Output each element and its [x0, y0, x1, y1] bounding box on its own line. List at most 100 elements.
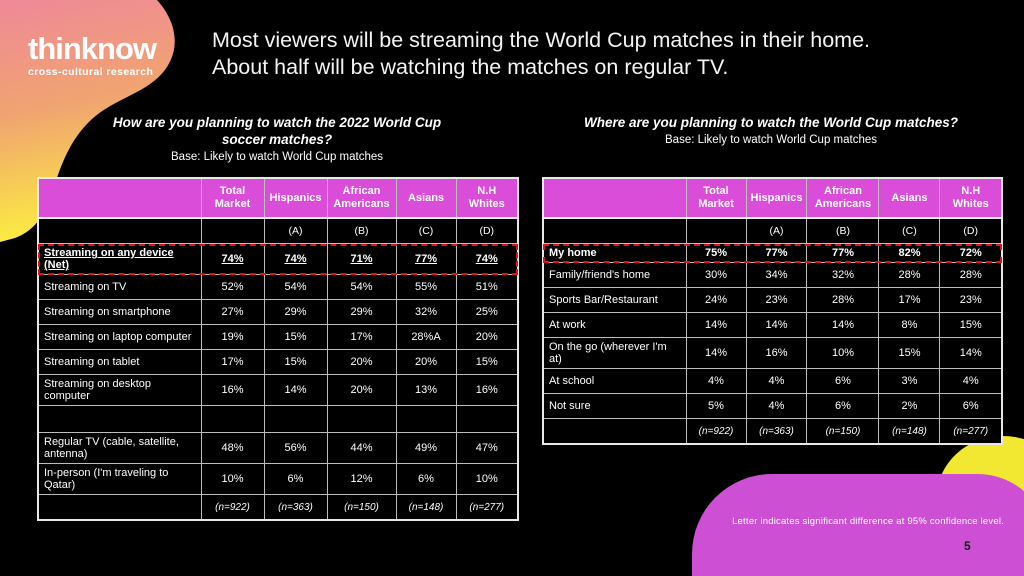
value-cell: 28%: [878, 262, 941, 288]
logo: thinknow cross-cultural research: [28, 33, 157, 78]
slide-title: Most viewers will be streaming the World…: [212, 27, 870, 81]
column-letters-row: (A) (B) (C) (D): [542, 217, 1003, 244]
column-letter-cell: (C): [395, 217, 457, 244]
value-cell: 17%: [878, 287, 941, 313]
value-cell: 15%: [263, 324, 328, 350]
table-header-row: Total Market Hispanics African Americans As…: [37, 177, 519, 219]
table-row: Not sure 5% 4% 6% 2% 6%: [542, 393, 1003, 419]
column-letter-cell: (B): [806, 217, 880, 244]
row-label-cell: Regular TV (cable, satellite, antenna): [37, 432, 202, 464]
letters-empty-cell: [37, 217, 202, 244]
value-cell: 14%: [685, 312, 747, 338]
table-row: [37, 405, 519, 433]
slide-title-line1: Most viewers will be streaming the World…: [212, 28, 870, 52]
value-cell: 47%: [455, 432, 519, 464]
value-cell: 4%: [685, 368, 747, 394]
value-cell: 77%: [806, 243, 880, 263]
value-cell: (n=148): [395, 494, 457, 521]
left-table-base-note: Base: Likely to watch World Cup matches: [171, 151, 383, 163]
value-cell: 6%: [806, 393, 880, 419]
value-cell: 20%: [326, 349, 397, 375]
table-row: Streaming on smartphone 27% 29% 29% 32% 25%: [37, 299, 519, 325]
row-label-cell: [542, 418, 687, 445]
value-cell: 29%: [263, 299, 328, 325]
column-letter-cell: (C): [878, 217, 941, 244]
value-cell: (n=363): [745, 418, 808, 445]
value-cell: 16%: [745, 337, 808, 369]
value-cell: [326, 405, 397, 433]
table-row: Streaming on laptop computer 19% 15% 17% 28%…: [37, 324, 519, 350]
value-cell: 20%: [455, 324, 519, 350]
value-cell: 51%: [455, 274, 519, 300]
value-cell: 74%: [263, 243, 328, 275]
value-cell: 10%: [200, 463, 265, 495]
value-cell: 32%: [395, 299, 457, 325]
column-letter-cell: (B): [326, 217, 397, 244]
value-cell: (n=150): [806, 418, 880, 445]
value-cell: 4%: [745, 393, 808, 419]
row-label-cell: Streaming on desktop computer: [37, 374, 202, 406]
value-cell: 15%: [455, 349, 519, 375]
row-label-cell: Sports Bar/Restaurant: [542, 287, 687, 313]
table-row: Streaming on tablet 17% 15% 20% 20% 15%: [37, 349, 519, 375]
table-row: Family/friend's home 30% 34% 32% 28% 28%: [542, 262, 1003, 288]
value-cell: 14%: [939, 337, 1003, 369]
value-cell: 77%: [395, 243, 457, 275]
column-header: Asians: [878, 177, 941, 219]
column-header: N.H Whites: [455, 177, 519, 219]
column-header: Hispanics: [263, 177, 328, 219]
row-label-cell: Streaming on TV: [37, 274, 202, 300]
value-cell: 23%: [939, 287, 1003, 313]
row-label-cell: Streaming on tablet: [37, 349, 202, 375]
value-cell: 15%: [263, 349, 328, 375]
value-cell: 10%: [806, 337, 880, 369]
significance-note: Letter indicates significant difference …: [732, 516, 1004, 527]
left-table-container: Total Market Hispanics African Americans As…: [37, 177, 519, 521]
right-table-base-note: Base: Likely to watch World Cup matches: [665, 134, 877, 146]
value-cell: 28%A: [395, 324, 457, 350]
value-cell: 82%: [878, 243, 941, 263]
value-cell: 5%: [685, 393, 747, 419]
value-cell: [455, 405, 519, 433]
value-cell: 56%: [263, 432, 328, 464]
value-cell: 75%: [685, 243, 747, 263]
column-header: Hispanics: [745, 177, 808, 219]
right-table-question: Where are you planning to watch the Worl…: [583, 115, 959, 130]
value-cell: 72%: [939, 243, 1003, 263]
value-cell: 20%: [395, 349, 457, 375]
value-cell: 74%: [200, 243, 265, 275]
column-header: Asians: [395, 177, 457, 219]
value-cell: 30%: [685, 262, 747, 288]
decorative-blob-magenta: [692, 474, 1024, 576]
logo-tagline: cross-cultural research: [28, 66, 154, 78]
value-cell: 44%: [326, 432, 397, 464]
value-cell: 13%: [395, 374, 457, 406]
column-letter-cell: [200, 217, 265, 244]
value-cell: [263, 405, 328, 433]
value-cell: 28%: [939, 262, 1003, 288]
table-row: Streaming on TV 52% 54% 54% 55% 51%: [37, 274, 519, 300]
table-row: In-person (I'm traveling to Qatar) 10% 6% 1…: [37, 463, 519, 495]
highlighted-table-row: My home 75% 77% 77% 82% 72%: [542, 243, 1003, 263]
value-cell: 2%: [878, 393, 941, 419]
column-letter-cell: [685, 217, 747, 244]
value-cell: 23%: [745, 287, 808, 313]
value-cell: 16%: [455, 374, 519, 406]
value-cell: 52%: [200, 274, 265, 300]
row-label-cell: [37, 405, 202, 433]
letters-empty-cell: [542, 217, 687, 244]
value-cell: 17%: [326, 324, 397, 350]
table-row: Regular TV (cable, satellite, antenna) 48…: [37, 432, 519, 464]
value-cell: 74%: [455, 243, 519, 275]
row-label-cell: Streaming on smartphone: [37, 299, 202, 325]
value-cell: 14%: [685, 337, 747, 369]
value-cell: 14%: [806, 312, 880, 338]
value-cell: (n=922): [685, 418, 747, 445]
header-empty-cell: [37, 177, 202, 219]
value-cell: [395, 405, 457, 433]
value-cell: 19%: [200, 324, 265, 350]
value-cell: 12%: [326, 463, 397, 495]
value-cell: 15%: [939, 312, 1003, 338]
value-cell: 16%: [200, 374, 265, 406]
